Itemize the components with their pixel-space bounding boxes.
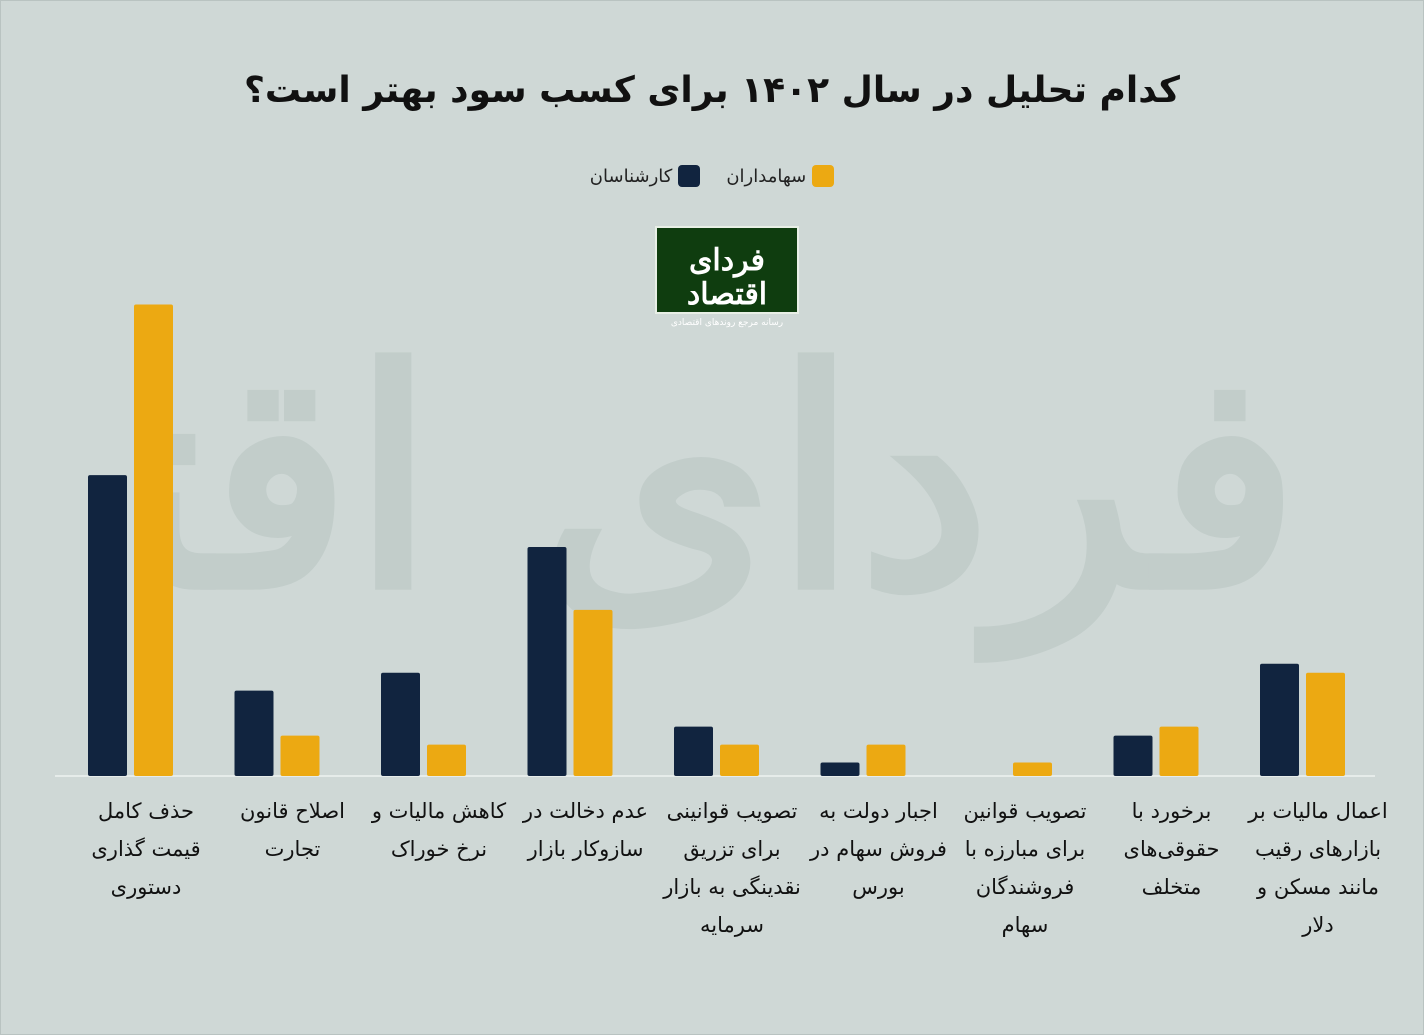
category-label-7: تصویب قوانین برای مبارزه با فروشندگان سه…: [963, 799, 1087, 937]
legend-swatch-shareholders: [812, 165, 835, 187]
bar-experts-9: [1260, 663, 1299, 776]
bar-shareholders-3: [427, 744, 466, 776]
bar-experts-5: [674, 726, 713, 776]
category-label-9: اعمال مالیات بر بازارهای رقیب مانند مسکن…: [1248, 799, 1388, 937]
logo-name: فردای اقتصاد: [686, 243, 768, 312]
category-label-2: اصلاح قانون تجارت: [240, 799, 345, 861]
brand-logo: فردای اقتصاد رسانه مرجع روندهای اقتصادی: [655, 226, 799, 328]
category-label-5: تصویب قوانینی برای تزریق نقدینگی به بازا…: [663, 799, 801, 937]
bar-experts-8: [1113, 735, 1153, 776]
bar-shareholders-6: [866, 744, 906, 776]
bar-shareholders-2: [280, 735, 320, 776]
bar-experts-2: [234, 690, 274, 776]
bar-experts-4: [527, 546, 567, 776]
bar-experts-1: [88, 475, 127, 776]
legend-label-experts: کارشناسان: [589, 165, 673, 187]
bar-shareholders-7: [1013, 762, 1052, 776]
bar-shareholders-1: [134, 304, 173, 776]
logo-watermark: فردای اقتصاد: [150, 303, 1300, 656]
category-label-3: کاهش مالیات و نرخ خوراک: [371, 799, 507, 861]
bar-shareholders-5: [720, 744, 759, 776]
legend-item-shareholders: سهامداران: [726, 165, 835, 187]
category-label-6: اجبار دولت به فروش سهام در بورس: [810, 799, 947, 899]
category-label-1: حذف کامل قیمت گذاری دستوری: [91, 799, 201, 899]
chart-title: کدام تحلیل در سال ۱۴۰۲ برای کسب سود بهتر…: [244, 70, 1180, 111]
bar-shareholders-4: [573, 609, 613, 776]
category-label-4: عدم دخالت در سازوکار بازار: [522, 799, 649, 861]
logo-tagline: رسانه مرجع روندهای اقتصادی: [670, 318, 784, 328]
bar-experts-6: [820, 762, 860, 776]
bar-shareholders-8: [1159, 726, 1199, 776]
bar-shareholders-9: [1306, 672, 1345, 776]
legend: سهامداران کارشناسان: [0, 165, 1424, 187]
legend-label-shareholders: سهامداران: [726, 165, 807, 187]
legend-item-experts: کارشناسان: [590, 165, 701, 187]
category-label-8: برخورد با حقوقی‌های متخلف: [1123, 799, 1220, 899]
legend-swatch-experts: [678, 165, 701, 187]
bar-experts-3: [381, 672, 420, 776]
